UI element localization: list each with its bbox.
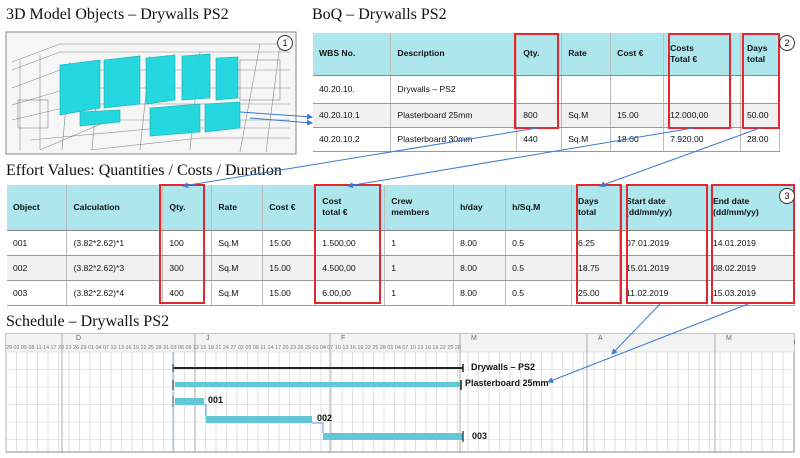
boq-cell: 800 (516, 103, 563, 128)
effort-cell: 001 (7, 230, 68, 256)
effort-cell: 8.00 (453, 230, 507, 256)
effort-header-cell: End date (dd/mm/yy) (706, 185, 796, 231)
effort-cell: 07.01.2019 (619, 230, 707, 256)
effort-row: 001 (3.82*2.62)*1 100 Sq.M 15.00 1.500,0… (7, 230, 796, 256)
gantt-summary-bar-plasterboard (175, 382, 460, 387)
boq-header-row: WBS No. Description Qty. Rate Cost € Cos… (313, 33, 781, 76)
boq-cell (610, 75, 665, 104)
effort-cell: Sq.M (211, 230, 264, 256)
model-section-title: 3D Model Objects – Drywalls PS2 (6, 6, 229, 23)
gantt-task-bar-001 (175, 398, 204, 405)
effort-cell: Sq.M (211, 280, 264, 306)
gantt-dependency-link (312, 422, 324, 433)
gantt-label-003: 003 (472, 431, 488, 441)
gantt-month-label: D (76, 335, 82, 342)
boq-header-cell: Days total (740, 33, 781, 76)
boq-cell: 50.00 (740, 103, 781, 128)
boq-header-cell: WBS No. (313, 33, 392, 76)
effort-row: 002 (3.82*2.62)*3 300 Sq.M 15.00 4.500,0… (7, 255, 796, 281)
boq-cell: 40.20.10. (313, 75, 392, 104)
boq-row: 40.20.10. Drywalls – PS2 (313, 75, 781, 104)
effort-cell: 8.00 (453, 255, 507, 281)
gantt-month-label: J (206, 335, 210, 342)
effort-cell: 6.00,00 (315, 280, 386, 306)
boq-header-cell: Rate (561, 33, 612, 76)
effort-header-cell: Cost € (262, 185, 317, 231)
boq-header-cell: Description (390, 33, 518, 76)
boq-section-title: BoQ – Drywalls PS2 (312, 6, 447, 23)
effort-cell: 6.25 (571, 230, 621, 256)
effort-cell: 15.00 (262, 255, 317, 281)
badge-3: 3 (779, 188, 795, 204)
gantt-dependency-link (204, 404, 207, 416)
gantt-label-002: 002 (317, 413, 333, 423)
gantt-month-label: M (726, 335, 732, 342)
badge-1: 1 (277, 35, 293, 51)
effort-header-cell: h/Sq.M (505, 185, 573, 231)
effort-header-cell: Rate (211, 185, 264, 231)
effort-cell: 0.5 (505, 255, 573, 281)
effort-cell: 0.5 (505, 280, 573, 306)
effort-cell: 08.02.2019 (706, 255, 796, 281)
effort-cell: 8.00 (453, 280, 507, 306)
gantt-label-plasterboard-25mm: Plasterboard 25mm (465, 378, 549, 388)
boq-cell: Sq.M (561, 103, 612, 128)
schedule-section-title: Schedule – Drywalls PS2 (6, 313, 170, 330)
effort-cell: 25.00 (571, 280, 621, 306)
boq-header-cell: Qty. (516, 33, 563, 76)
boq-cell (740, 75, 781, 104)
effort-cell: Sq.M (211, 255, 264, 281)
gantt-label-001: 001 (208, 395, 224, 405)
boq-cell (561, 75, 612, 104)
effort-cell: 15.03.2019 (706, 280, 796, 306)
gantt-month-label: M (471, 335, 477, 342)
effort-cell: 003 (7, 280, 68, 306)
boq-cell: 12.000,00 (663, 103, 741, 128)
gantt-task-bar-003 (323, 433, 463, 440)
effort-cell: 1 (384, 255, 455, 281)
effort-cell: 002 (7, 255, 68, 281)
effort-header-cell: Days total (571, 185, 621, 231)
effort-cell: 18.75 (571, 255, 621, 281)
boq-row: 40.20.10.1 Plasterboard 25mm 800 Sq.M 15… (313, 103, 781, 128)
effort-cell: 15.01.2019 (619, 255, 707, 281)
effort-cell: (3.82*2.62)*4 (66, 280, 164, 306)
effort-cell: 15.00 (262, 230, 317, 256)
gantt-label-drywalls-ps2: Drywalls – PS2 (471, 362, 536, 372)
gantt-day-ticks: 29 02 05 08 11 14 17 20 23 26 29 01 04 0… (6, 345, 461, 351)
boq-cell (516, 75, 563, 104)
effort-header-cell: Object (7, 185, 68, 231)
boq-header-cell: Costs Total € (663, 33, 741, 76)
effort-cell: 14.01.2019 (706, 230, 796, 256)
gantt-task-bar-002 (206, 416, 312, 423)
effort-header-cell: h/day (453, 185, 507, 231)
effort-header-cell: Start date (dd/mm/yy) (619, 185, 707, 231)
effort-cell: 1 (384, 230, 455, 256)
effort-row: 003 (3.82*2.62)*4 400 Sq.M 15.00 6.00,00… (7, 280, 796, 306)
boq-cell: 15.00 (610, 103, 665, 128)
boq-cell: Plasterboard 25mm (390, 103, 518, 128)
effort-cell: (3.82*2.62)*1 (66, 230, 164, 256)
effort-header-cell: Crew members (384, 185, 455, 231)
effort-cell: 1.500,00 (315, 230, 386, 256)
effort-cell: 1 (384, 280, 455, 306)
boq-cell (663, 75, 741, 104)
effort-header-cell: Cost total € (315, 185, 386, 231)
boq-header-cell: Cost € (610, 33, 665, 76)
gantt-month-label: A (598, 335, 603, 342)
boq-cell: 40.20.10.1 (313, 103, 392, 128)
badge-2: 2 (779, 35, 795, 51)
effort-header-cell: Calculation (66, 185, 164, 231)
effort-cell: 0.5 (505, 230, 573, 256)
effort-cell: (3.82*2.62)*3 (66, 255, 164, 281)
gantt-month-label: F (341, 335, 346, 342)
boq-cell: Drywalls – PS2 (390, 75, 518, 104)
effort-cell: 4.500,00 (315, 255, 386, 281)
